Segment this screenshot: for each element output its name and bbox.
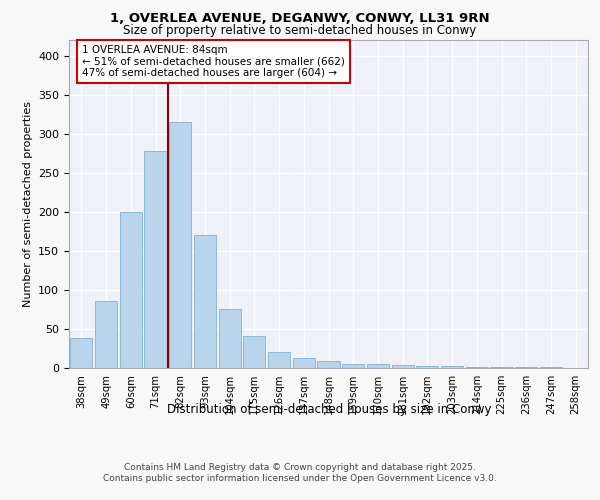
Bar [243,336,265,368]
Bar [293,358,315,368]
Bar [515,366,538,368]
Bar [466,366,488,368]
Bar [169,122,191,368]
Bar [490,366,512,368]
Bar [145,150,167,368]
Bar [218,309,241,368]
Text: Contains public sector information licensed under the Open Government Licence v3: Contains public sector information licen… [103,474,497,483]
Bar [367,364,389,368]
Bar [317,362,340,368]
Bar [119,212,142,368]
Text: Distribution of semi-detached houses by size in Conwy: Distribution of semi-detached houses by … [167,402,491,415]
Text: 1, OVERLEA AVENUE, DEGANWY, CONWY, LL31 9RN: 1, OVERLEA AVENUE, DEGANWY, CONWY, LL31 … [110,12,490,26]
Bar [342,364,364,368]
Y-axis label: Number of semi-detached properties: Number of semi-detached properties [23,101,32,306]
Bar [392,365,414,368]
Bar [416,366,439,368]
Text: Contains HM Land Registry data © Crown copyright and database right 2025.: Contains HM Land Registry data © Crown c… [124,462,476,471]
Bar [540,366,562,368]
Bar [441,366,463,368]
Bar [95,301,117,368]
Bar [194,235,216,368]
Text: Size of property relative to semi-detached houses in Conwy: Size of property relative to semi-detach… [124,24,476,37]
Bar [70,338,92,368]
Text: 1 OVERLEA AVENUE: 84sqm
← 51% of semi-detached houses are smaller (662)
47% of s: 1 OVERLEA AVENUE: 84sqm ← 51% of semi-de… [82,45,345,78]
Bar [268,352,290,368]
